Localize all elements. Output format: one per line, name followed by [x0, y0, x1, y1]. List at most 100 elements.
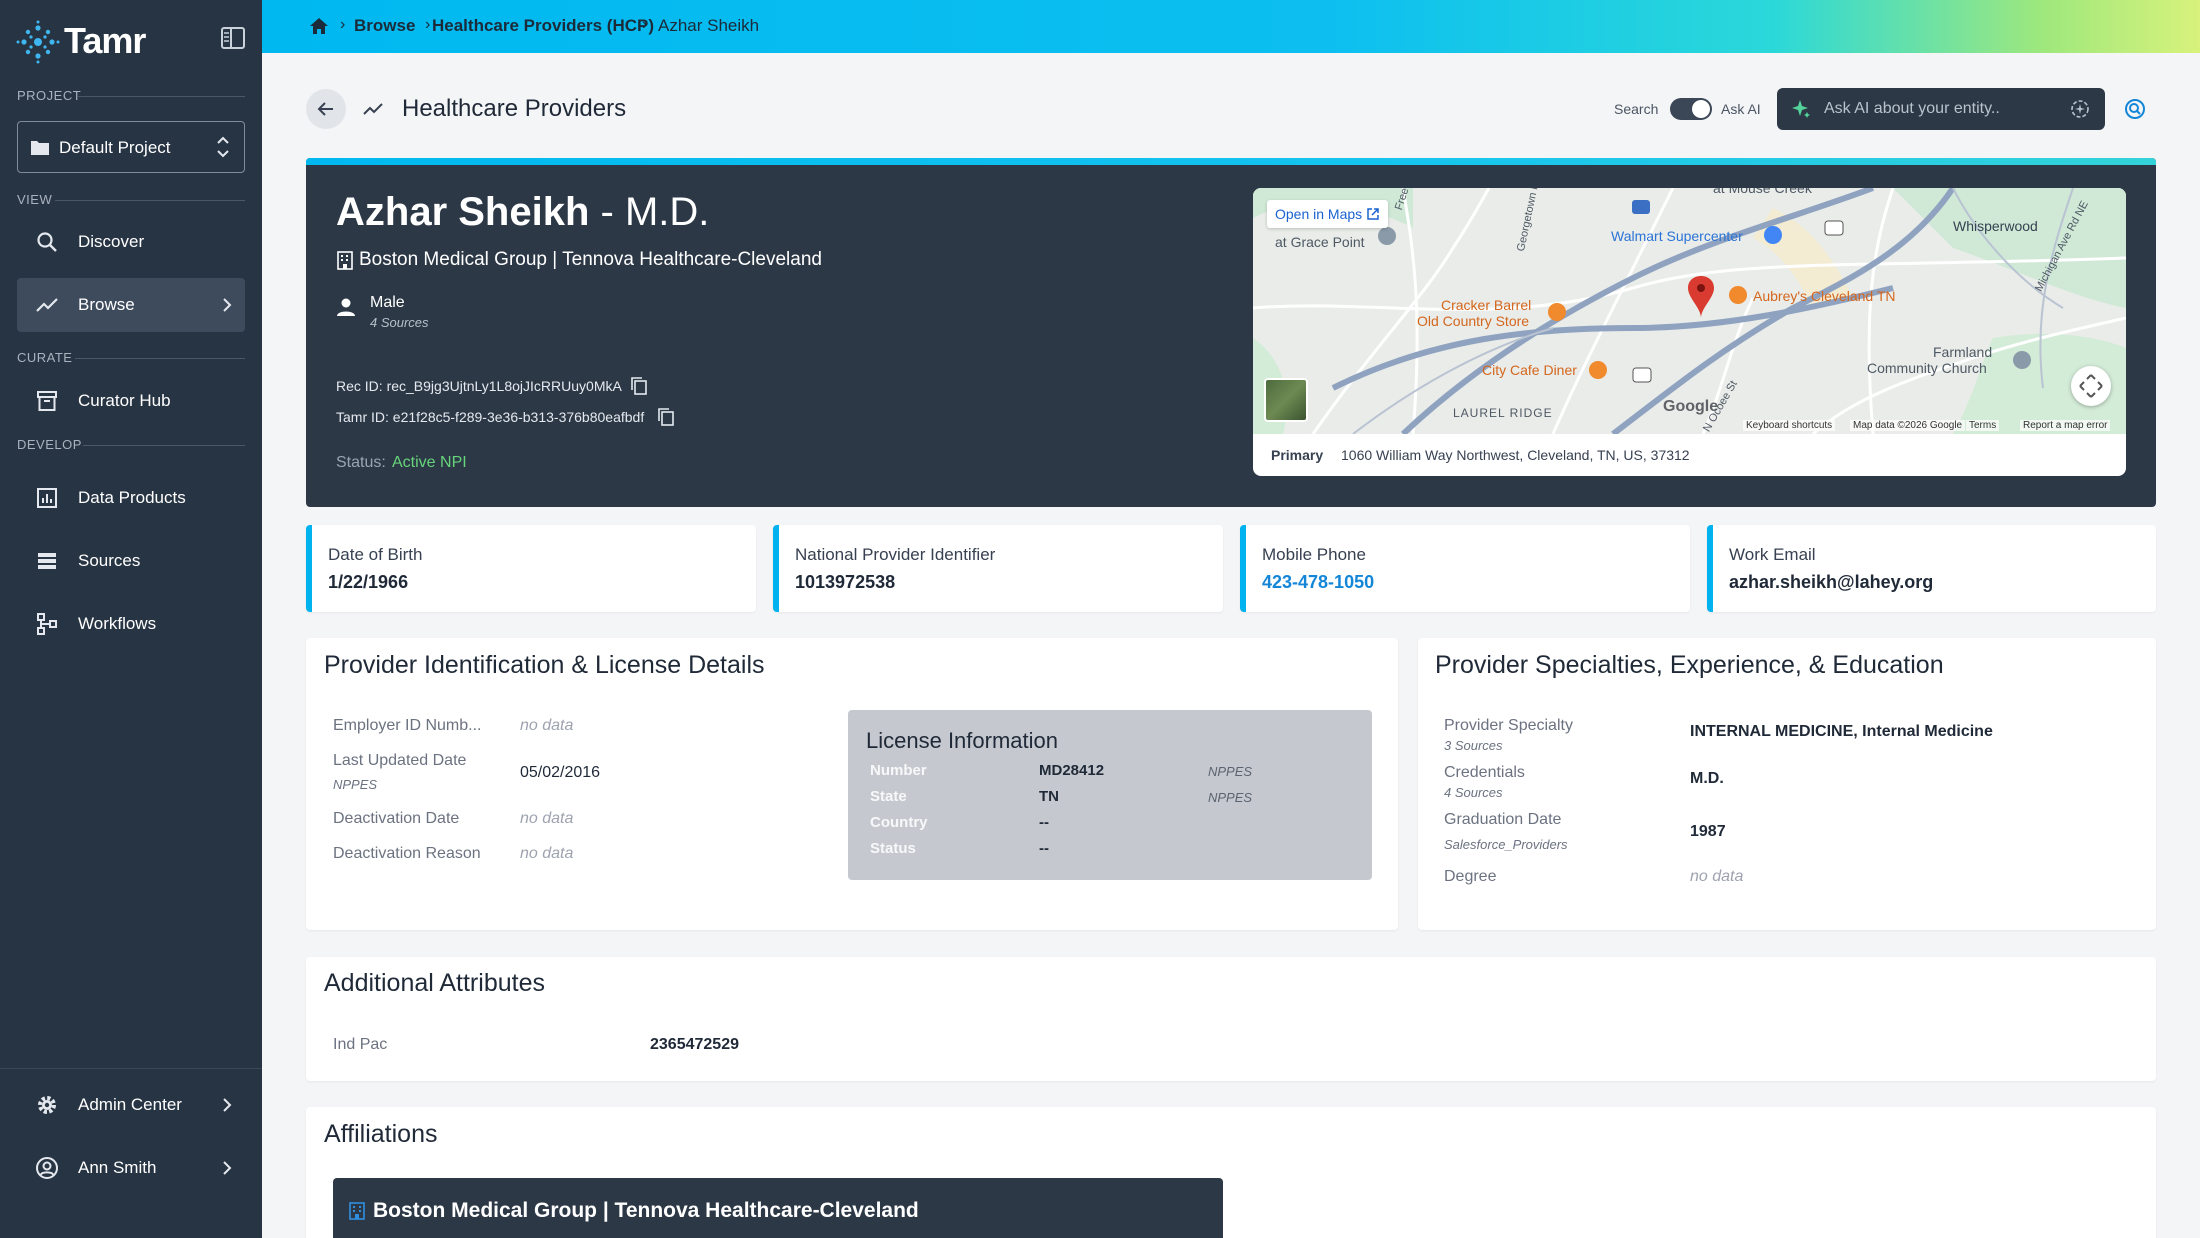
status-badge: Active NPI — [392, 454, 467, 471]
affiliations-title: Affiliations — [324, 1120, 438, 1148]
search-mode-label: Search — [1614, 101, 1659, 117]
section-develop: DEVELOP — [17, 437, 245, 452]
sidebar-item-user[interactable]: Ann Smith — [17, 1141, 245, 1195]
sparkle-icon — [1792, 100, 1810, 118]
sidebar-item-curator-hub[interactable]: Curator Hub — [17, 374, 245, 428]
gear-icon — [38, 1096, 56, 1114]
section-view: VIEW — [17, 192, 245, 207]
gender-sources[interactable]: 4 Sources — [370, 315, 429, 330]
satellite-toggle[interactable] — [1264, 378, 1308, 422]
field-value: 05/02/2016 — [520, 764, 601, 781]
field-value: 1987 — [1690, 823, 1726, 840]
field-label: Deactivation Reason — [333, 845, 481, 862]
fullscreen-button[interactable] — [2071, 366, 2111, 406]
map-label: Old Country Store — [1417, 313, 1530, 329]
status-label: Status: — [336, 454, 386, 471]
field-value: no data — [520, 810, 574, 827]
sidebar-item-sources[interactable]: Sources — [17, 534, 245, 588]
search-ai-toggle[interactable] — [1670, 98, 1712, 120]
chart-icon — [37, 488, 57, 508]
gender-value: Male — [370, 294, 405, 311]
map-roads — [1253, 188, 2126, 434]
database-icon — [38, 553, 56, 569]
stat-work-email: Work Email azhar.sheikh@lahey.org — [1707, 525, 2156, 612]
entity-header-card: Azhar Sheikh - M.D. Boston Medical Group… — [306, 158, 2156, 507]
sidebar-item-label: Browse — [78, 295, 135, 314]
license-source: NPPES — [1208, 790, 1253, 805]
home-icon[interactable] — [308, 15, 330, 37]
ai-scan-icon[interactable] — [2069, 98, 2091, 120]
map-keyboard-shortcuts[interactable]: Keyboard shortcuts — [1743, 420, 1836, 431]
address-value: 1060 William Way Northwest, Cleveland, T… — [1341, 447, 1690, 463]
chevron-right-icon — [223, 1098, 232, 1112]
ask-ai-mode-label: Ask AI — [1721, 101, 1761, 117]
entity-organization: Boston Medical Group | Tennova Healthcar… — [359, 249, 822, 270]
breadcrumb: › Browse › Healthcare Providers (HCP) › … — [262, 0, 2200, 53]
person-icon — [337, 298, 355, 316]
accent-bar — [306, 158, 2156, 165]
rec-id: Rec ID: rec_B9jg3UjtnLy1L8ojJIcRRUuy0MkA — [336, 378, 622, 394]
copy-icon[interactable] — [656, 407, 676, 427]
license-value: -- — [1039, 814, 1049, 831]
map-report-link[interactable]: Report a map error — [2020, 420, 2111, 431]
sidebar-item-discover[interactable]: Discover — [17, 215, 245, 269]
copy-icon[interactable] — [629, 376, 649, 396]
building-icon — [337, 251, 353, 270]
field-value: INTERNAL MEDICINE, Internal Medicine — [1690, 723, 1993, 740]
logo[interactable]: Tamr — [16, 14, 246, 64]
affiliation-card[interactable]: Boston Medical Group | Tennova Healthcar… — [333, 1178, 1223, 1238]
ai-search-icon[interactable] — [2123, 97, 2147, 121]
open-in-maps-link[interactable]: Open in Maps — [1267, 200, 1389, 228]
search-icon — [37, 232, 57, 252]
entity-name: Azhar Sheikh - M.D. — [336, 190, 710, 234]
sidebar-item-label: Discover — [78, 232, 145, 251]
stat-value: 1/22/1966 — [328, 572, 409, 592]
tamr-logo-icon — [16, 20, 60, 64]
ask-ai-placeholder: Ask AI about your entity.. — [1824, 100, 2000, 117]
field-sources[interactable]: 4 Sources — [1444, 785, 1503, 800]
breadcrumb-separator: › — [642, 16, 648, 33]
field-value: no data — [520, 845, 574, 862]
stat-npi: National Provider Identifier 1013972538 — [773, 525, 1223, 612]
breadcrumb-browse[interactable]: Browse — [354, 16, 416, 35]
license-value: MD28412 — [1039, 762, 1105, 779]
sidebar-item-workflows[interactable]: Workflows — [17, 597, 245, 651]
license-label: State — [870, 788, 907, 805]
chevron-updown-icon — [217, 136, 229, 158]
map-terms-link[interactable]: Terms — [1966, 420, 2000, 431]
ask-ai-input[interactable]: Ask AI about your entity.. — [1777, 88, 2105, 130]
stat-value: 1013972538 — [795, 572, 896, 592]
sidebar-item-data-products[interactable]: Data Products — [17, 471, 245, 525]
sidebar-item-label: Sources — [78, 551, 141, 570]
sidebar-item-label: Curator Hub — [78, 391, 171, 410]
map-label: Walmart Supercenter — [1611, 228, 1743, 244]
field-sources[interactable]: 3 Sources — [1444, 738, 1503, 753]
license-label: Status — [870, 840, 916, 857]
field-value: no data — [520, 717, 574, 734]
fullscreen-icon — [2079, 374, 2103, 398]
map[interactable]: at Grace Point at Mouse Creek Whisperwoo… — [1253, 188, 2126, 434]
back-button[interactable] — [306, 89, 346, 129]
stat-label: National Provider Identifier — [795, 545, 996, 564]
phone-link[interactable]: 423-478-1050 — [1262, 572, 1375, 592]
trend-icon — [363, 103, 383, 115]
tamr-id: Tamr ID: e21f28c5-f289-3e36-b313-376b80e… — [336, 409, 645, 425]
primary-address-row: Primary 1060 William Way Northwest, Clev… — [1253, 434, 2126, 476]
sidebar-item-admin-center[interactable]: Admin Center — [17, 1078, 245, 1132]
field-value: M.D. — [1690, 770, 1724, 787]
breadcrumb-hcp[interactable]: Healthcare Providers (HCP) — [432, 16, 655, 35]
field-value: no data — [1690, 868, 1744, 885]
additional-title: Additional Attributes — [324, 969, 545, 997]
chevron-right-icon — [223, 1161, 232, 1175]
address-type: Primary — [1271, 447, 1324, 463]
sidebar-divider — [0, 1068, 262, 1069]
field-label: Graduation Date — [1444, 811, 1562, 828]
identification-title: Provider Identification & License Detail… — [324, 651, 765, 679]
project-select[interactable]: Default Project — [17, 121, 245, 173]
field-label: Ind Pac — [333, 1036, 388, 1053]
sidebar-item-browse[interactable]: Browse — [17, 278, 245, 332]
sidebar-collapse-icon[interactable] — [220, 26, 246, 50]
license-title: License Information — [866, 728, 1058, 753]
map-label: LAUREL RIDGE — [1453, 406, 1553, 420]
archive-icon — [37, 391, 57, 411]
